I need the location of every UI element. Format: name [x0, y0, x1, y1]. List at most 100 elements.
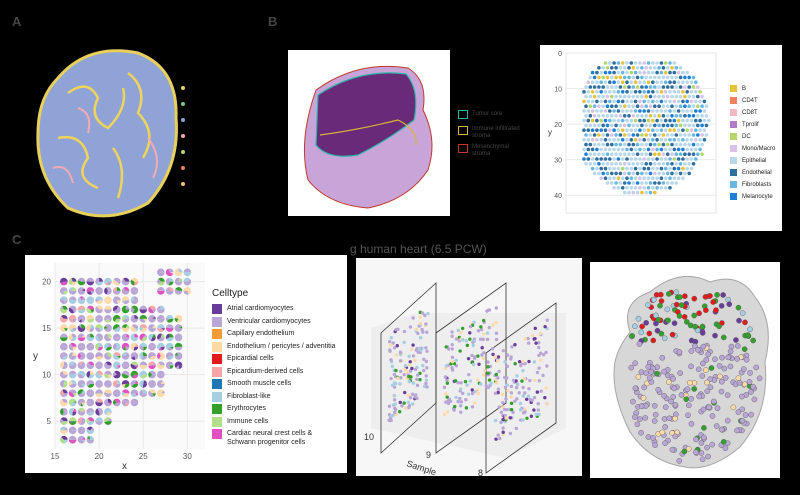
stack-spot: [501, 430, 505, 434]
stack-spot: [519, 363, 523, 368]
pie-spot: [112, 305, 121, 314]
spot: [687, 85, 691, 89]
spot: [644, 171, 648, 176]
heart-spot: [692, 323, 698, 330]
legend-swatch: [730, 85, 737, 92]
pie-slice: [125, 374, 130, 377]
spot: [694, 99, 698, 104]
pie-spot: [157, 315, 165, 323]
pie-slice: [72, 309, 77, 313]
heart-spot: [704, 388, 711, 395]
pie-slice: [68, 417, 77, 422]
spot: [618, 133, 623, 137]
pie-slice: [121, 363, 126, 368]
spot: [674, 66, 679, 70]
pie-slice: [89, 328, 95, 332]
legend-swatch: [730, 121, 737, 128]
stack-spot: [501, 417, 505, 422]
pie-spot: [121, 398, 130, 407]
spot: [655, 128, 659, 132]
pie-spot: [130, 361, 139, 370]
spot: [676, 109, 681, 113]
pie-slice: [107, 343, 112, 347]
spot: [646, 80, 651, 84]
pie-slice: [130, 296, 135, 302]
pie-spot: [139, 389, 148, 397]
spot: [622, 190, 627, 195]
pie-slice: [133, 337, 139, 342]
spot: [638, 186, 642, 190]
spot: [668, 70, 672, 75]
heart-spot: [632, 385, 639, 392]
stack-spot: [447, 397, 452, 402]
pie-slice: [68, 324, 77, 331]
heart-spot: [628, 364, 635, 371]
pie-slice: [95, 393, 103, 397]
spot: [629, 128, 634, 132]
annotation-swatch: [458, 110, 468, 119]
spot: [627, 133, 631, 137]
spot: [704, 123, 709, 128]
spot: [670, 104, 674, 108]
spot: [588, 114, 593, 118]
stack-spot: [503, 360, 507, 364]
pie-slice: [81, 335, 86, 338]
pie-slice: [116, 393, 121, 397]
spot: [683, 133, 687, 137]
pie-slice: [160, 328, 165, 331]
spot: [655, 147, 659, 152]
pie-spot: [95, 389, 103, 397]
pie-slice: [95, 309, 103, 314]
spot: [685, 157, 689, 161]
spot: [644, 104, 648, 108]
heart-spot: [701, 425, 707, 431]
pie-spot: [157, 268, 165, 277]
pie-slice: [132, 309, 139, 314]
stack-spot: [393, 407, 398, 412]
heart-spot: [645, 364, 652, 370]
pie-slice: [104, 287, 108, 295]
stack-spot: [509, 401, 514, 406]
legend-swatch: [212, 429, 222, 439]
spot: [629, 80, 634, 84]
stack-spot: [394, 368, 398, 373]
stack-spot: [527, 387, 531, 391]
pie-slice: [133, 346, 139, 351]
pie-slice: [107, 281, 112, 286]
spot: [603, 61, 608, 65]
spot: [644, 162, 648, 166]
spot: [670, 114, 674, 118]
stack-spot: [443, 392, 448, 396]
heart-spot: [648, 369, 654, 375]
spot: [616, 70, 621, 75]
pie-spot: [95, 315, 103, 323]
pie-slice: [116, 281, 121, 285]
pie-slice: [69, 421, 77, 425]
pie-slice: [86, 300, 91, 304]
stack-spot: [472, 356, 477, 360]
pie-slice: [166, 318, 174, 323]
spot: [659, 186, 664, 190]
pie-spot: [95, 352, 103, 360]
stack-spot: [509, 384, 514, 389]
pie-slice: [60, 417, 68, 422]
pie-slice: [107, 411, 112, 414]
heart-spot: [742, 412, 749, 418]
spot: [648, 162, 653, 166]
pie-slice: [62, 411, 68, 416]
spot: [665, 94, 670, 99]
pie-slice: [95, 296, 103, 301]
pie-slice: [139, 380, 145, 388]
heart-spot: [718, 426, 725, 433]
spot: [678, 114, 683, 118]
stack-spot: [505, 353, 510, 357]
spot: [668, 80, 672, 84]
heart-spot: [720, 334, 727, 341]
stack-spot: [479, 327, 484, 332]
pie-slice: [86, 435, 91, 440]
spot: [691, 85, 696, 89]
pie-slice: [149, 370, 156, 375]
pie-slice: [95, 352, 103, 358]
pie-spot: [104, 342, 112, 351]
spot: [689, 80, 694, 84]
